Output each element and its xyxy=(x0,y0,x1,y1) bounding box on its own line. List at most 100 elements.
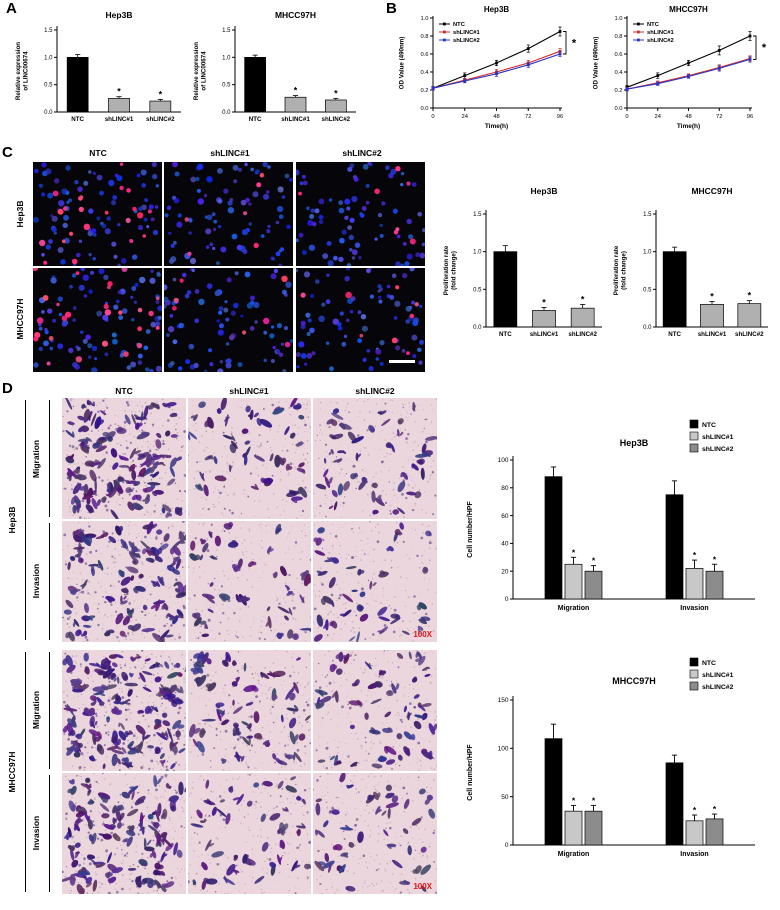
svg-text:shLINC#1: shLINC#1 xyxy=(105,116,134,123)
svg-text:*: * xyxy=(710,291,714,301)
svg-text:*: * xyxy=(294,86,298,96)
svg-text:shLINC#2: shLINC#2 xyxy=(568,331,597,338)
svg-text:*: * xyxy=(572,37,577,49)
svg-text:1.0: 1.0 xyxy=(420,16,428,22)
fluorescence-image-hep3b-shlinc#2 xyxy=(295,162,425,266)
panel-label-d: D xyxy=(2,380,13,397)
svg-text:NTC: NTC xyxy=(499,331,512,338)
panelD-bracket-hep3b xyxy=(25,400,26,640)
svg-text:0.2: 0.2 xyxy=(420,88,428,94)
panel-label-a: A xyxy=(6,0,17,17)
chart-canvas: MHCC97H OD Value (490nm) 0.0 0.2 0.4 0.6 0.8 1.… xyxy=(593,5,767,130)
panelC-column-header-shlinc2: shLINC#2 xyxy=(342,148,382,158)
panelD-transwell-grid-hep3b: 100X xyxy=(62,398,437,642)
svg-text:1.5: 1.5 xyxy=(44,28,53,34)
svg-text:0.8: 0.8 xyxy=(614,34,622,40)
svg-text:of LINC00674: of LINC00674 xyxy=(201,51,208,91)
fluorescence-image-mhcc97h-ntc xyxy=(33,268,162,372)
panelC-column-header-ntc: NTC xyxy=(89,148,107,158)
transwell-image-hep3b-migration-shlinc#2 xyxy=(313,398,437,519)
svg-text:24: 24 xyxy=(462,114,469,120)
fluorescence-image-mhcc97h-shlinc#1 xyxy=(164,268,294,372)
svg-text:Time(h): Time(h) xyxy=(677,123,700,130)
transwell-image-mhcc97h-migration-shlinc#2 xyxy=(313,650,437,771)
panelD-column-header-shlinc1: shLINC#1 xyxy=(229,386,269,396)
svg-text:48: 48 xyxy=(493,114,499,120)
svg-text:0.4: 0.4 xyxy=(614,70,623,76)
svg-text:1.0: 1.0 xyxy=(222,55,231,61)
transwell-image-hep3b-invasion-ntc xyxy=(62,521,186,642)
transwell-image-mhcc97h-invasion-shlinc#2: 100X xyxy=(313,773,437,894)
chart-proliferation-hep3b: Hep3B Proliferation rate (fold change) 0.0 0… xyxy=(440,166,610,351)
svg-text:1.0: 1.0 xyxy=(473,250,482,256)
svg-text:*: * xyxy=(581,294,585,304)
svg-text:96: 96 xyxy=(557,114,563,120)
svg-text:NTC: NTC xyxy=(453,22,466,28)
chart-canvas: Hep3B Relative expression of LINC00674 0.0 0… xyxy=(15,10,181,123)
svg-text:100X: 100X xyxy=(414,630,433,639)
svg-text:0.6: 0.6 xyxy=(420,52,428,58)
panelC-row-label-hep3b: Hep3B xyxy=(15,200,25,228)
svg-text:*: * xyxy=(542,297,546,307)
fluorescence-image-hep3b-ntc xyxy=(33,162,162,266)
svg-text:1.5: 1.5 xyxy=(643,212,652,218)
panelD-assay-label-hep3b-migration: Migration xyxy=(31,439,41,479)
panelD-column-header-shlinc2: shLINC#2 xyxy=(355,386,395,396)
panelD-bracket-hep3b-migration xyxy=(49,400,50,517)
panelD-bracket-mhcc97h-migration xyxy=(49,652,50,769)
panelC-column-header-shlinc1: shLINC#1 xyxy=(210,148,250,158)
svg-text:Proliferation rate: Proliferation rate xyxy=(613,245,620,295)
panelD-bracket-mhcc97h xyxy=(25,652,26,892)
chart-proliferation-mhcc97h: MHCC97H Proliferation rate (fold change) 0.… xyxy=(610,166,776,351)
chart-canvas: Hep3B Proliferation rate (fold change) 0.0 0… xyxy=(443,186,602,338)
chart-canvas: MHCC97H Relative expression of LINC00674 0.… xyxy=(193,10,356,123)
svg-text:1.0: 1.0 xyxy=(643,250,652,256)
svg-text:shLINC#1: shLINC#1 xyxy=(698,331,727,338)
svg-text:0.0: 0.0 xyxy=(420,106,428,112)
svg-text:72: 72 xyxy=(716,114,722,120)
svg-text:*: * xyxy=(159,89,163,99)
svg-text:*: * xyxy=(748,291,752,301)
svg-text:0.0: 0.0 xyxy=(643,325,652,331)
svg-text:of LINC00674: of LINC00674 xyxy=(23,51,30,91)
svg-text:shLINC#2: shLINC#2 xyxy=(322,116,351,123)
panelD-bracket-hep3b-invasion xyxy=(49,523,50,640)
panelD-column-header-ntc: NTC xyxy=(115,386,133,396)
svg-text:0.5: 0.5 xyxy=(643,287,652,293)
svg-text:NTC: NTC xyxy=(71,116,84,123)
svg-text:NTC: NTC xyxy=(668,331,681,338)
svg-text:shLINC#2: shLINC#2 xyxy=(146,116,175,123)
svg-text:1.0: 1.0 xyxy=(614,16,622,22)
svg-text:MHCC97H: MHCC97H xyxy=(275,10,316,20)
chart-growth-mhcc97h: MHCC97H OD Value (490nm) 0.0 0.2 0.4 0.6 0.8 1.… xyxy=(590,2,778,144)
svg-text:0.5: 0.5 xyxy=(222,83,231,89)
panelD-bracket-mhcc97h-invasion xyxy=(49,775,50,892)
svg-text:96: 96 xyxy=(747,114,753,120)
panelC-fluorescence-grid xyxy=(33,162,425,372)
svg-text:shLINC#1: shLINC#1 xyxy=(647,30,675,36)
transwell-image-mhcc97h-invasion-ntc xyxy=(62,773,186,894)
svg-text:shLINC#2: shLINC#2 xyxy=(735,331,764,338)
svg-text:0.5: 0.5 xyxy=(44,83,53,89)
transwell-image-hep3b-migration-ntc xyxy=(62,398,186,519)
panel-label-c: C xyxy=(2,144,13,161)
svg-text:shLINC#1: shLINC#1 xyxy=(281,116,310,123)
chart-linc-expression-hep3b: Hep3B Relative expression of LINC00674 0.0 0… xyxy=(12,4,187,134)
svg-text:*: * xyxy=(117,87,121,97)
transwell-image-hep3b-invasion-shlinc#1 xyxy=(187,521,312,642)
svg-text:NTC: NTC xyxy=(647,22,660,28)
transwell-image-hep3b-migration-shlinc#1 xyxy=(187,398,312,519)
svg-text:Time(h): Time(h) xyxy=(485,123,508,130)
svg-text:Relative expression: Relative expression xyxy=(193,42,200,100)
panelD-transwell-grid-mhcc97h: 100X xyxy=(62,650,437,894)
svg-text:Relative expression: Relative expression xyxy=(15,42,22,100)
svg-text:(fold change): (fold change) xyxy=(451,251,458,290)
svg-text:0.6: 0.6 xyxy=(614,52,622,58)
svg-text:shLINC#1: shLINC#1 xyxy=(453,30,481,36)
chart-linc-expression-mhcc97h: MHCC97H Relative expression of LINC00674 0.… xyxy=(190,4,362,134)
svg-text:(fold change): (fold change) xyxy=(621,251,628,290)
svg-text:MHCC97H: MHCC97H xyxy=(669,5,708,14)
svg-text:Hep3B: Hep3B xyxy=(106,10,133,20)
svg-text:*: * xyxy=(762,42,767,54)
